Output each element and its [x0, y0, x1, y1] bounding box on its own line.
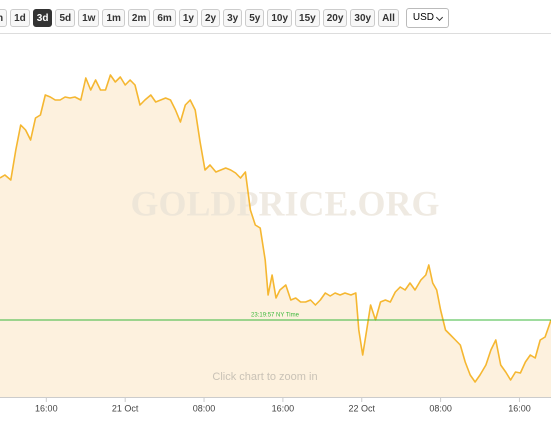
range-button[interactable]: 1y [178, 9, 198, 27]
x-tick-label: 08:00 [193, 403, 216, 413]
range-button[interactable]: 1w [78, 9, 100, 27]
range-button[interactable]: 5d [55, 9, 76, 27]
x-tick-label: 16:00 [508, 403, 531, 413]
watermark: GOLDPRICE.ORG [130, 183, 439, 223]
x-tick-label: 16:00 [35, 403, 58, 413]
toolbar: h 1d 3d 5d 1w 1m 2m 6m 1y 2y 3y 5y 10y 15y 20y 30y All US… [0, 8, 449, 28]
range-button[interactable]: 2y [200, 9, 221, 27]
range-button[interactable]: 3y [223, 9, 243, 27]
range-button[interactable]: 1m [102, 9, 125, 27]
x-tick-label: 22 Oct [348, 403, 375, 413]
area [0, 75, 551, 397]
range-button[interactable]: 3d [32, 9, 53, 27]
range-button[interactable]: h [0, 9, 8, 27]
range-button[interactable]: 20y [322, 9, 348, 27]
range-button[interactable]: 10y [267, 9, 293, 27]
x-tick-label: 08:00 [429, 403, 452, 413]
reference-label: 23:19:57 NY Time [251, 313, 300, 319]
range-button[interactable]: 15y [295, 9, 320, 27]
price-line [0, 74, 551, 383]
x-tick-label: 21 Oct [112, 403, 139, 413]
currency-select[interactable]: USD [405, 8, 449, 28]
range-button[interactable]: 6m [153, 9, 176, 27]
range-button[interactable]: 5y [245, 9, 265, 27]
range-button[interactable]: 1d [10, 9, 30, 27]
x-tick-label: 16:00 [272, 403, 295, 413]
range-button[interactable]: All [378, 9, 399, 27]
range-button[interactable]: 2m [127, 9, 151, 27]
zoom-hint: Click chart to zoom in [212, 371, 317, 383]
range-button[interactable]: 30y [350, 9, 376, 27]
